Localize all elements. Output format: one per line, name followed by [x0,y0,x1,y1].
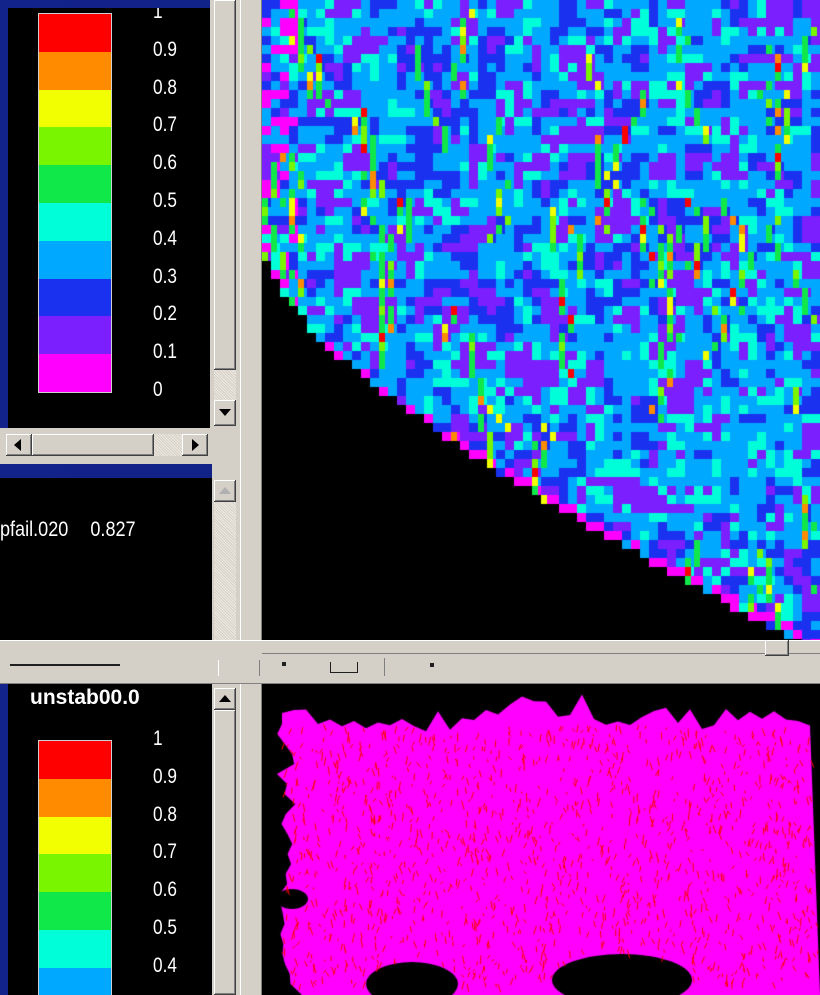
triangle-up-icon [219,487,231,494]
probe-vscroll-track[interactable] [214,502,236,660]
hscroll-track[interactable] [154,434,182,456]
legend-swatch [39,816,111,855]
probe-value: 0.827 [90,518,136,541]
probe-readout-panel: pfail.020 0.827 [0,478,212,656]
legend-swatch [39,354,111,393]
triangle-left-icon [14,439,21,451]
splitter-slider-thumb[interactable] [765,640,789,656]
hscroll-thumb[interactable] [32,434,154,456]
triangle-right-icon [192,439,199,451]
scroll-left-button[interactable] [6,434,32,456]
legend-tick-label: 0 [153,378,163,401]
legend-tick-label: 1 [153,727,163,750]
legend-swatch [39,741,111,780]
legend-swatch [39,278,111,317]
top-legend-hscrollbar[interactable] [0,428,240,464]
legend-swatch [39,89,111,128]
bottom-legend-vscrollbar[interactable] [212,684,240,995]
toolbar-strip [0,658,820,680]
legend-tick-label: 0.5 [153,189,177,212]
legend-swatch [39,127,111,166]
horizontal-splitter[interactable] [0,640,820,684]
legend-tick-label: 0.7 [153,113,177,137]
bottom-legend-vscroll-thumb[interactable] [214,710,236,995]
legend-colorbar-frame [38,13,112,393]
legend-swatch [39,14,111,53]
triangle-down-icon [219,409,231,416]
legend-tick-label: 0.2 [153,302,177,326]
legend-swatch [39,203,111,242]
legend-tick-label: 0.3 [153,264,177,288]
scroll-right-button[interactable] [182,434,208,456]
top-legend-scroll-down-button[interactable] [214,400,236,426]
probe-layer-label: pfail.020 [0,518,69,541]
legend-tick-label: 0.5 [153,916,177,939]
bottom-legend-panel: unstab00.0 1 0.9 0.8 0.7 0.6 0.5 0.4 0.3 [8,684,212,995]
legend-tick-label: 0.8 [153,75,177,99]
legend-tick-label: 0.9 [153,37,177,61]
legend-colorbar-frame [38,740,112,995]
bottom-legend-title: unstab00.0 [30,686,140,709]
legend-swatch [39,892,111,931]
legend-swatch [39,165,111,204]
legend-tick-label: 0.4 [153,226,177,250]
legend-tick-label: 1 [153,8,163,23]
legend-swatch [39,240,111,280]
legend-tick-label: 0.8 [153,802,177,826]
legend-tick-label: 0.1 [153,340,177,364]
legend-swatch [39,316,111,355]
top-legend-vscrollbar[interactable] [210,0,240,428]
probe-scroll-up-button[interactable] [214,480,236,502]
legend-tick-label: 0.4 [153,953,177,977]
legend-tick-label: 0.6 [153,878,177,902]
top-legend-vscroll-thumb[interactable] [214,0,236,370]
legend-tick-label: 0.7 [153,840,177,864]
legend-swatch [39,854,111,893]
triangle-up-icon [219,695,231,702]
legend-tick-label: 0.6 [153,151,177,175]
top-probability-map[interactable] [262,0,820,640]
top-legend-vscroll-track[interactable] [214,370,236,400]
bottom-unstable-map[interactable] [262,684,820,995]
legend-swatch [39,967,111,995]
legend-tick-label: 0.9 [153,764,177,788]
bottom-legend-scroll-up-button[interactable] [214,688,236,710]
top-legend-panel: 1 0.9 0.8 0.7 0.6 0.5 0.4 0.3 0.2 0.1 0 [8,8,210,428]
legend-swatch [39,51,111,91]
probe-vscrollbar[interactable] [212,464,240,660]
vertical-splitter[interactable] [240,0,262,995]
legend-swatch [39,930,111,969]
legend-tick-label: 0.3 [153,993,177,995]
legend-swatch [39,778,111,818]
